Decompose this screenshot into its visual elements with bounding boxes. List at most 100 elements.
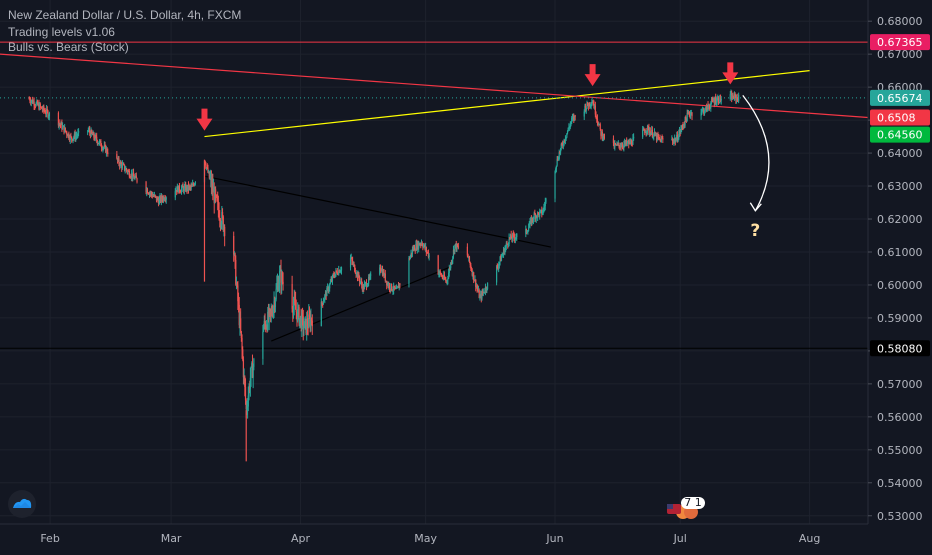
candle-body[interactable] — [418, 243, 420, 246]
candle-body[interactable] — [306, 320, 309, 327]
candle-body[interactable] — [323, 299, 325, 302]
candle-body[interactable] — [614, 144, 617, 146]
candle-body[interactable] — [443, 274, 446, 279]
candle-body[interactable] — [596, 118, 599, 123]
candle-body[interactable] — [352, 263, 354, 265]
candle-body[interactable] — [536, 215, 538, 218]
candle-body[interactable] — [397, 285, 400, 289]
candle-body[interactable] — [191, 185, 193, 187]
candle-body[interactable] — [651, 129, 653, 133]
candle-body[interactable] — [686, 113, 688, 122]
candle-body[interactable] — [135, 175, 137, 178]
candle-body[interactable] — [649, 131, 651, 135]
candle-body[interactable] — [566, 131, 569, 134]
candle-body[interactable] — [530, 219, 532, 224]
candle-body[interactable] — [194, 183, 196, 186]
candle-body[interactable] — [210, 177, 212, 179]
candle-body[interactable] — [703, 111, 706, 114]
candle-body[interactable] — [99, 140, 101, 142]
candle-body[interactable] — [455, 243, 457, 250]
candle-body[interactable] — [514, 237, 516, 240]
candle-body[interactable] — [30, 100, 32, 103]
falling-trend-line[interactable] — [0, 53, 869, 119]
candle-body[interactable] — [601, 131, 603, 136]
candle-body[interactable] — [217, 200, 219, 202]
candle-body[interactable] — [601, 131, 603, 139]
candle-body[interactable] — [409, 255, 411, 260]
candle-body[interactable] — [456, 243, 458, 250]
candle-body[interactable] — [645, 131, 647, 133]
candle-body[interactable] — [710, 103, 712, 108]
candle-body[interactable] — [420, 244, 422, 246]
candle-body[interactable] — [356, 272, 359, 278]
candle-body[interactable] — [34, 105, 36, 107]
candle-body[interactable] — [626, 142, 628, 144]
candle-body[interactable] — [215, 189, 217, 196]
candle-body[interactable] — [717, 97, 719, 100]
candle-body[interactable] — [119, 163, 121, 166]
candle-body[interactable] — [482, 291, 484, 293]
candle-body[interactable] — [92, 132, 94, 136]
candle-body[interactable] — [87, 130, 89, 132]
candle-body[interactable] — [91, 130, 93, 134]
candle-body[interactable] — [157, 200, 160, 205]
candle-body[interactable] — [701, 109, 703, 113]
candle-body[interactable] — [708, 106, 710, 108]
candle-body[interactable] — [422, 245, 424, 248]
candle-body[interactable] — [40, 106, 42, 108]
candle-body[interactable] — [589, 104, 592, 106]
candle-body[interactable] — [368, 277, 370, 284]
candle-body[interactable] — [569, 123, 571, 128]
candle-body[interactable] — [36, 101, 39, 105]
candle-body[interactable] — [397, 285, 399, 288]
candle-body[interactable] — [43, 106, 45, 111]
candle-body[interactable] — [472, 272, 474, 276]
candle-body[interactable] — [282, 281, 284, 284]
candle-body[interactable] — [116, 154, 118, 159]
candle-body[interactable] — [445, 279, 447, 282]
candle-body[interactable] — [212, 189, 215, 193]
candle-body[interactable] — [442, 277, 444, 279]
candle-body[interactable] — [408, 257, 410, 285]
candle-body[interactable] — [712, 99, 714, 101]
candle-body[interactable] — [453, 249, 455, 252]
candle-body[interactable] — [126, 170, 128, 173]
candle-body[interactable] — [147, 193, 149, 195]
candle-body[interactable] — [446, 280, 448, 282]
candle-body[interactable] — [132, 172, 134, 178]
candle-body[interactable] — [423, 244, 425, 246]
candle-body[interactable] — [189, 186, 191, 188]
candle-body[interactable] — [678, 130, 681, 134]
candle-body[interactable] — [626, 140, 628, 144]
candle-body[interactable] — [174, 191, 176, 198]
candle-body[interactable] — [630, 140, 632, 144]
candle-body[interactable] — [274, 301, 276, 308]
candle-body[interactable] — [660, 139, 662, 143]
level-058080-label-bg[interactable] — [870, 340, 930, 357]
candle-body[interactable] — [128, 171, 130, 177]
candle-body[interactable] — [569, 127, 571, 129]
candle-body[interactable] — [466, 246, 468, 256]
candle-body[interactable] — [66, 131, 68, 135]
candle-body[interactable] — [340, 270, 342, 272]
candle-body[interactable] — [240, 318, 242, 332]
candle-body[interactable] — [123, 164, 125, 166]
candle-body[interactable] — [333, 274, 335, 277]
candle-body[interactable] — [674, 138, 676, 142]
candle-body[interactable] — [544, 201, 546, 207]
candle-body[interactable] — [281, 273, 283, 282]
candle-body[interactable] — [151, 194, 153, 197]
candle-body[interactable] — [452, 256, 454, 260]
candle-body[interactable] — [176, 190, 178, 192]
candle-body[interactable] — [512, 234, 514, 236]
candle-body[interactable] — [100, 146, 103, 148]
candle-body[interactable] — [504, 248, 506, 254]
candle-body[interactable] — [572, 116, 574, 118]
candle-body[interactable] — [501, 255, 503, 257]
candle-body[interactable] — [262, 326, 265, 332]
candle-body[interactable] — [598, 124, 600, 126]
candle-body[interactable] — [161, 196, 163, 200]
candle-body[interactable] — [735, 97, 738, 100]
candle-body[interactable] — [583, 111, 585, 117]
candle-body[interactable] — [294, 302, 297, 310]
